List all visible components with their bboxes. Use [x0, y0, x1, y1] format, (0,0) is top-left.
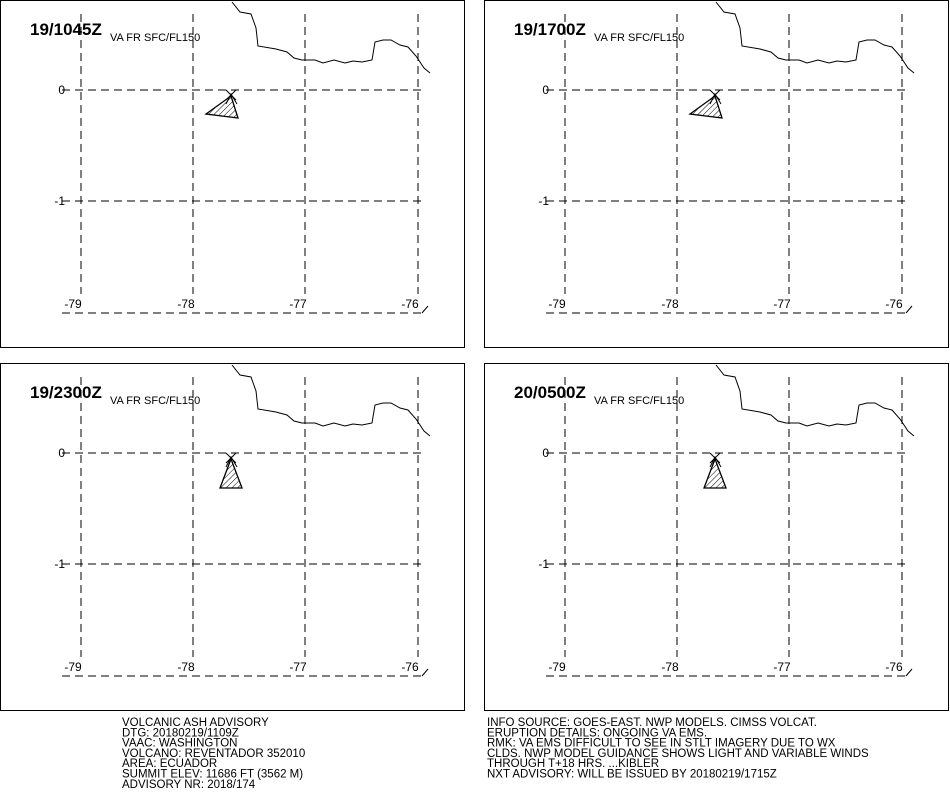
- advisory-line: ADVISORY NR: 2018/174: [122, 779, 256, 791]
- advisory-line: DTG: 20180219/1109Z: [122, 727, 239, 739]
- remarks-line: RMK: VA EMS DIFFICULT TO SEE IN STLT IMA…: [487, 738, 836, 750]
- lon-tick-label: -79: [64, 660, 82, 674]
- remarks-line: CLDS. NWP MODEL GUIDANCE SHOWS LIGHT AND…: [487, 748, 869, 760]
- remarks-line: NXT ADVISORY: WILL BE ISSUED BY 20180219…: [487, 769, 777, 781]
- lon-tick-label: -77: [773, 660, 791, 674]
- remarks-line: ERUPTION DETAILS: ONGOING VA EMS.: [487, 727, 707, 739]
- lat-tick-label: -1: [538, 194, 549, 208]
- forecast-panel: 20/0500Z VA FR SFC/FL150 0 -1 -79 -78 -7…: [484, 363, 949, 711]
- lon-tick-label: -77: [289, 660, 307, 674]
- forecast-panel: 19/1045Z VA FR SFC/FL150 0 -1 -79 -78 -7…: [0, 0, 465, 348]
- lon-tick-label: -78: [661, 297, 679, 311]
- advisory-header-block: VOLCANIC ASH ADVISORY DTG: 20180219/1109…: [122, 717, 305, 791]
- lat-tick-label: -1: [54, 194, 65, 208]
- lon-tick-label: -77: [773, 297, 791, 311]
- forecast-panel: 19/1700Z VA FR SFC/FL150 0 -1 -79 -78 -7…: [484, 0, 949, 348]
- lon-tick-label: -76: [401, 297, 419, 311]
- lon-tick-label: -78: [177, 297, 195, 311]
- advisory-line: VOLCANIC ASH ADVISORY: [122, 717, 269, 729]
- panel-subtitle: VA FR SFC/FL150: [594, 32, 684, 44]
- lon-tick-label: -77: [289, 297, 307, 311]
- lon-tick-label: -78: [177, 660, 195, 674]
- advisory-line: VAAC: WASHINGTON: [122, 738, 237, 750]
- lon-tick-label: -79: [548, 660, 566, 674]
- panel-subtitle: VA FR SFC/FL150: [110, 395, 200, 407]
- lon-tick-label: -76: [885, 660, 903, 674]
- lon-tick-label: -79: [64, 297, 82, 311]
- lon-tick-label: -76: [885, 297, 903, 311]
- advisory-line: VOLCANO: REVENTADOR 352010: [122, 748, 305, 760]
- advisory-line: SUMMIT ELEV: 11686 FT (3562 M): [122, 769, 303, 781]
- remarks-line: THROUGH T+18 HRS. ...KIBLER: [487, 758, 659, 770]
- lon-tick-label: -76: [401, 660, 419, 674]
- remarks-line: INFO SOURCE: GOES-EAST. NWP MODELS. CIMS…: [487, 717, 817, 729]
- lon-tick-label: -78: [661, 660, 679, 674]
- forecast-panel: 19/2300Z VA FR SFC/FL150 0 -1 -79 -78 -7…: [0, 363, 465, 711]
- panel-title: 19/1045Z: [30, 20, 102, 39]
- panel-subtitle: VA FR SFC/FL150: [594, 395, 684, 407]
- lat-tick-label: 0: [58, 446, 65, 460]
- advisory-line: AREA: ECUADOR: [122, 758, 217, 770]
- panel-title: 20/0500Z: [514, 383, 586, 402]
- lat-tick-label: 0: [58, 83, 65, 97]
- lon-tick-label: -79: [548, 297, 566, 311]
- lat-tick-label: 0: [542, 83, 549, 97]
- panel-title: 19/1700Z: [514, 20, 586, 39]
- panel-title: 19/2300Z: [30, 383, 102, 402]
- advisory-remarks-block: INFO SOURCE: GOES-EAST. NWP MODELS. CIMS…: [487, 717, 869, 781]
- lat-tick-label: -1: [54, 557, 65, 571]
- lat-tick-label: -1: [538, 557, 549, 571]
- lat-tick-label: 0: [542, 446, 549, 460]
- panel-subtitle: VA FR SFC/FL150: [110, 32, 200, 44]
